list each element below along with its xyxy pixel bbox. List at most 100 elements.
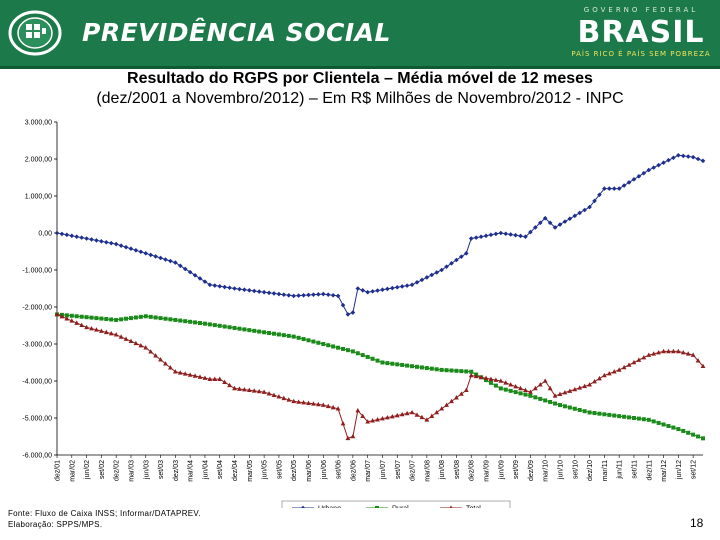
y-tick-label: -2.000,00 — [22, 305, 52, 312]
data-point — [311, 339, 316, 344]
data-point — [542, 378, 548, 383]
data-point — [661, 348, 666, 354]
data-point — [454, 368, 459, 373]
data-point — [459, 369, 464, 374]
data-point — [69, 318, 75, 323]
data-point — [89, 315, 94, 320]
data-point — [685, 351, 691, 356]
data-point — [449, 398, 454, 404]
data-point — [330, 404, 336, 410]
data-point — [128, 316, 133, 321]
data-point — [89, 325, 94, 331]
data-point — [177, 263, 183, 269]
data-point — [148, 314, 153, 319]
data-point — [182, 371, 188, 376]
data-point — [414, 412, 420, 417]
data-point — [113, 241, 119, 247]
y-tick-label: -1.000,00 — [22, 268, 52, 275]
data-point — [153, 254, 158, 259]
data-point — [153, 353, 159, 358]
x-tick-label: mar/08 — [424, 460, 431, 482]
data-point — [562, 390, 568, 395]
data-point — [306, 338, 311, 343]
data-point — [400, 362, 405, 367]
data-point — [631, 359, 637, 365]
data-point — [449, 505, 453, 508]
data-point — [84, 324, 89, 330]
data-point — [108, 330, 114, 336]
data-point — [646, 352, 652, 357]
data-point — [468, 236, 474, 241]
data-point — [286, 333, 291, 338]
data-point — [178, 318, 183, 323]
data-point — [543, 398, 548, 403]
brand-title: PREVIDÊNCIA SOCIAL — [82, 18, 391, 47]
x-tick-label: jun/10 — [557, 460, 564, 480]
data-point — [133, 340, 139, 346]
data-point — [434, 270, 440, 275]
legend-item-rural: Rural — [366, 506, 409, 508]
data-point — [562, 404, 567, 409]
data-point — [631, 177, 637, 182]
x-tick-label: dez/04 — [232, 460, 239, 481]
data-point — [188, 319, 193, 324]
data-point — [84, 315, 89, 320]
data-point — [138, 249, 144, 255]
data-point — [513, 390, 518, 395]
data-point — [419, 365, 424, 370]
data-point — [587, 410, 592, 415]
chart-subtitle: (dez/2001 a Novembro/2012) – Em R$ Milhõ… — [96, 90, 624, 107]
data-point — [108, 240, 114, 246]
data-point — [607, 186, 612, 191]
data-point — [429, 272, 435, 278]
data-point — [631, 416, 636, 420]
data-point — [508, 232, 513, 237]
data-point — [173, 260, 178, 265]
data-point — [553, 401, 558, 406]
data-point — [291, 398, 297, 404]
data-point — [498, 230, 504, 236]
data-point — [469, 369, 474, 374]
data-point — [375, 417, 380, 422]
series-line — [56, 154, 704, 316]
data-point — [434, 409, 440, 415]
data-point — [592, 379, 597, 384]
x-tick-label: dez/03 — [173, 460, 180, 481]
data-point — [54, 311, 60, 317]
data-point — [370, 356, 375, 361]
data-point — [104, 239, 109, 245]
data-point — [666, 424, 671, 429]
data-point — [311, 401, 316, 406]
data-point — [493, 377, 499, 382]
data-point — [656, 162, 661, 168]
data-point — [463, 387, 469, 393]
data-point — [109, 317, 114, 322]
data-point — [69, 233, 75, 239]
data-point — [646, 417, 651, 422]
data-point — [572, 386, 578, 392]
x-tick-label: jun/05 — [262, 460, 269, 480]
data-point — [64, 313, 69, 318]
gov-slogan-text: PAÍS RICO É PAÍS SEM POBREZA — [571, 50, 711, 58]
data-point — [424, 275, 430, 280]
data-point — [380, 287, 385, 293]
data-point — [232, 325, 237, 330]
data-point — [281, 395, 287, 401]
data-point — [617, 414, 622, 419]
data-point — [286, 397, 292, 402]
x-tick-label: jun/12 — [676, 460, 683, 480]
data-point — [523, 392, 528, 397]
data-point — [627, 415, 632, 420]
data-point — [301, 399, 306, 405]
data-point — [523, 387, 528, 393]
data-point — [518, 233, 523, 239]
x-tick-label: jun/04 — [202, 460, 209, 480]
x-axis: dez/01 mar/02 jun/02 set/02 dez/02 mar/03 jun/… — [55, 454, 703, 482]
previdencia-logo-icon — [8, 10, 62, 56]
x-tick-label: set/05 — [276, 460, 283, 479]
data-point — [207, 322, 212, 327]
x-tick-label: mar/12 — [661, 460, 668, 482]
data-point — [193, 320, 198, 325]
x-tick-label: set/02 — [99, 460, 106, 479]
data-point — [104, 317, 109, 322]
